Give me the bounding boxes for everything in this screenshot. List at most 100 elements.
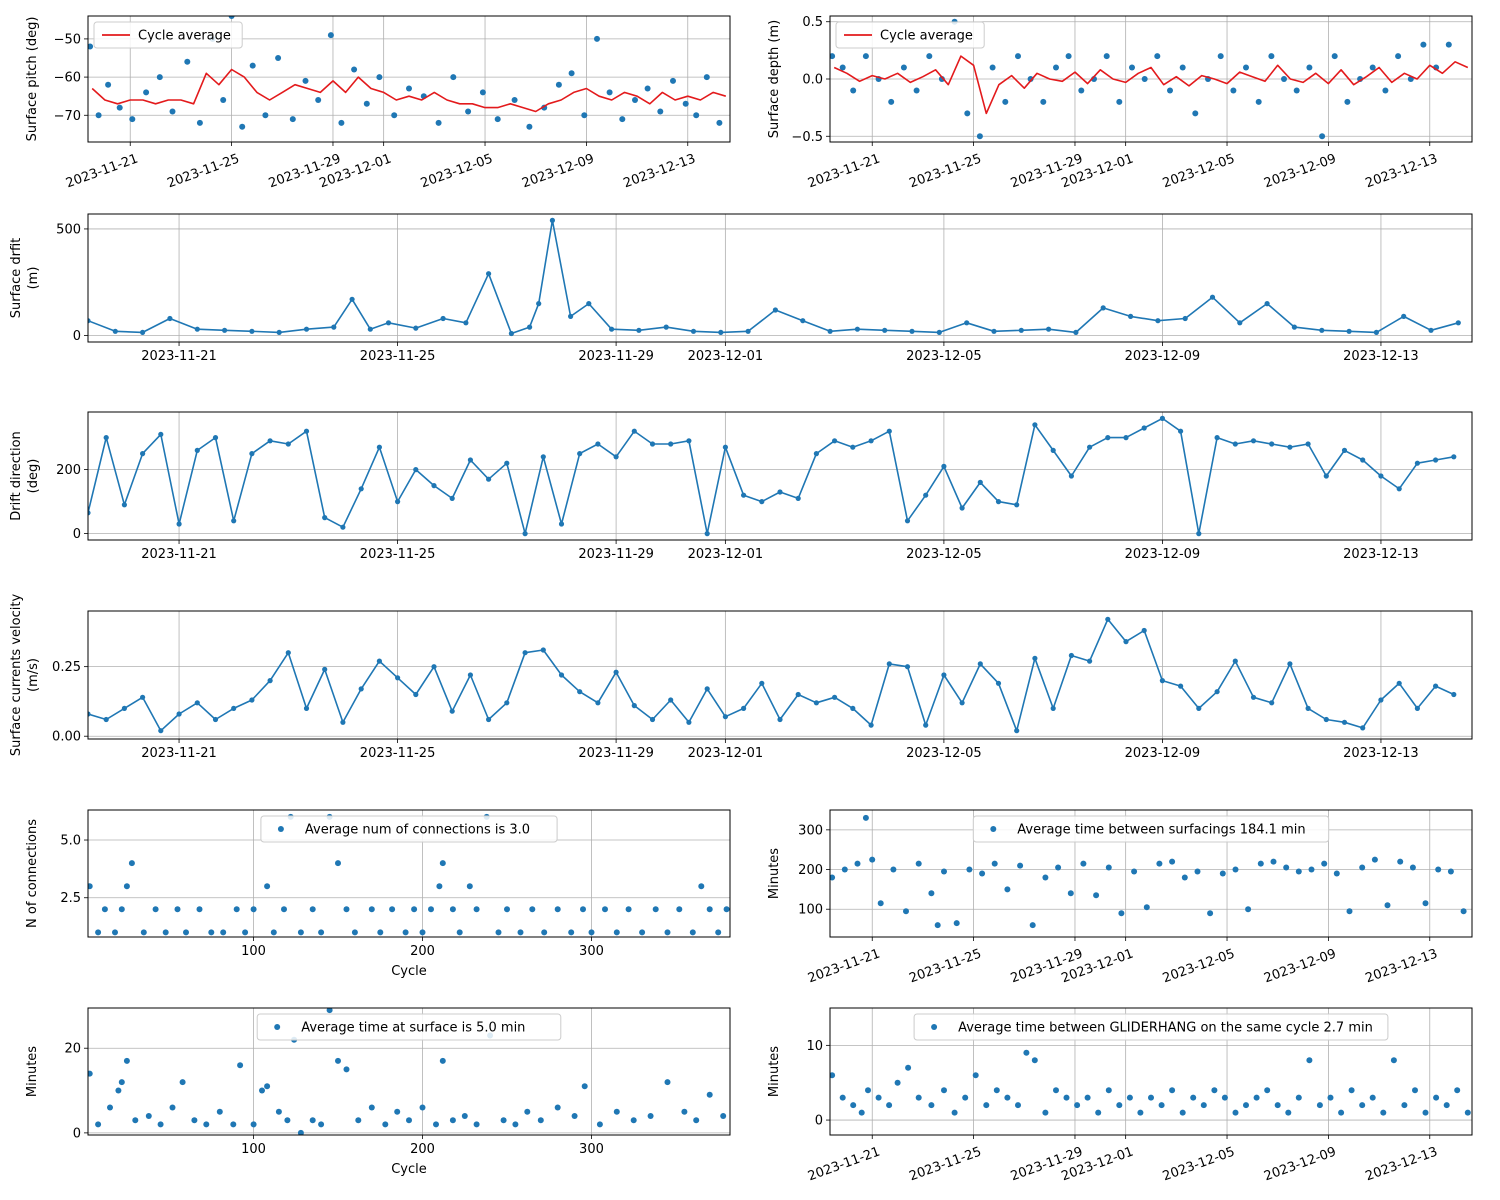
data-point: [904, 664, 911, 670]
data-point: [367, 326, 373, 332]
data-point: [486, 476, 492, 482]
y-tick-label: −70: [54, 109, 81, 124]
data-point: [1306, 64, 1313, 71]
data-point: [1068, 473, 1074, 479]
data-point: [704, 686, 710, 692]
data-point: [1422, 1109, 1429, 1116]
data-point: [439, 1057, 446, 1064]
data-point: [686, 719, 692, 725]
x-tick-label: 2023-11-25: [907, 1144, 983, 1184]
data-point: [1306, 1057, 1313, 1064]
data-point: [1182, 315, 1188, 322]
data-point: [636, 327, 642, 333]
data-point: [1123, 639, 1129, 645]
data-point: [1050, 447, 1056, 453]
y-axis-label: Minutes: [25, 1046, 40, 1097]
data-point: [1346, 328, 1352, 334]
data-point: [281, 906, 287, 913]
data-point: [318, 929, 325, 936]
data-point: [351, 929, 358, 936]
data-point: [609, 326, 615, 332]
data-point: [670, 77, 676, 84]
data-point: [435, 119, 442, 126]
data-point: [631, 703, 637, 709]
y-axis-label: (m): [26, 267, 41, 290]
data-point: [1371, 856, 1378, 863]
data-point: [915, 860, 922, 867]
data-point: [494, 116, 501, 123]
data-point: [1420, 41, 1427, 48]
data-point: [340, 524, 346, 530]
data-point: [140, 451, 146, 457]
data-point: [568, 929, 575, 936]
data-point: [1414, 705, 1420, 712]
data-point: [1269, 700, 1275, 706]
data-point: [500, 1117, 507, 1124]
data-point: [619, 116, 626, 123]
data-point: [504, 460, 510, 466]
data-point: [1148, 1094, 1154, 1101]
data-point: [639, 929, 646, 936]
data-point: [1382, 87, 1389, 94]
data-point: [850, 1102, 857, 1109]
series-line: [88, 618, 1455, 732]
data-point: [741, 492, 747, 498]
data-point: [1209, 294, 1216, 300]
data-point: [1232, 866, 1239, 873]
y-tick-label: 10: [806, 1039, 823, 1054]
data-point: [157, 1121, 164, 1128]
data-point: [230, 1121, 237, 1128]
data-point: [1105, 1087, 1112, 1094]
data-point: [1412, 1087, 1418, 1094]
data-point: [179, 1079, 186, 1086]
data-point: [977, 661, 983, 667]
data-point: [1359, 1102, 1366, 1109]
data-point: [900, 64, 907, 71]
data-point: [1214, 689, 1220, 695]
data-point: [1295, 868, 1302, 875]
data-point: [541, 929, 548, 936]
legend: Cycle average: [93, 21, 243, 49]
plot-area: [830, 1049, 1471, 1116]
data-point: [720, 1113, 727, 1119]
data-point: [536, 301, 542, 307]
data-point: [926, 53, 933, 60]
data-point: [267, 438, 273, 444]
data-point: [467, 457, 473, 463]
data-point: [938, 76, 945, 82]
data-point: [1178, 428, 1184, 434]
legend: Average time between surfacings 184.1 mi…: [972, 815, 1330, 843]
data-point: [1360, 725, 1366, 731]
data-point: [1105, 864, 1112, 871]
data-point: [382, 1121, 389, 1128]
data-point: [1435, 866, 1442, 873]
data-point: [555, 81, 562, 88]
data-point: [649, 441, 656, 447]
data-point: [827, 328, 833, 334]
data-point: [343, 1066, 350, 1073]
data-point: [1031, 1057, 1038, 1064]
data-point: [270, 929, 277, 936]
x-tick-label: 2023-12-05: [906, 547, 982, 562]
data-point: [118, 1079, 125, 1086]
legend-label: Cycle average: [880, 29, 973, 44]
data-point: [322, 515, 328, 521]
data-point: [1002, 98, 1009, 105]
data-point: [905, 1064, 912, 1071]
x-tick-label: 2023-12-13: [622, 151, 698, 191]
data-point: [934, 922, 941, 929]
data-point: [1217, 53, 1224, 60]
x-tick-label: 2023-12-09: [1125, 746, 1201, 761]
data-point: [894, 1079, 901, 1086]
data-point: [596, 1121, 603, 1128]
data-point: [1360, 457, 1366, 463]
data-point: [449, 1117, 456, 1124]
data-point: [1179, 1109, 1186, 1116]
data-point: [285, 650, 291, 656]
legend: Cycle average: [835, 21, 985, 49]
data-point: [1087, 444, 1093, 450]
data-point: [413, 467, 419, 473]
data-point: [839, 64, 846, 71]
data-point: [558, 672, 565, 678]
